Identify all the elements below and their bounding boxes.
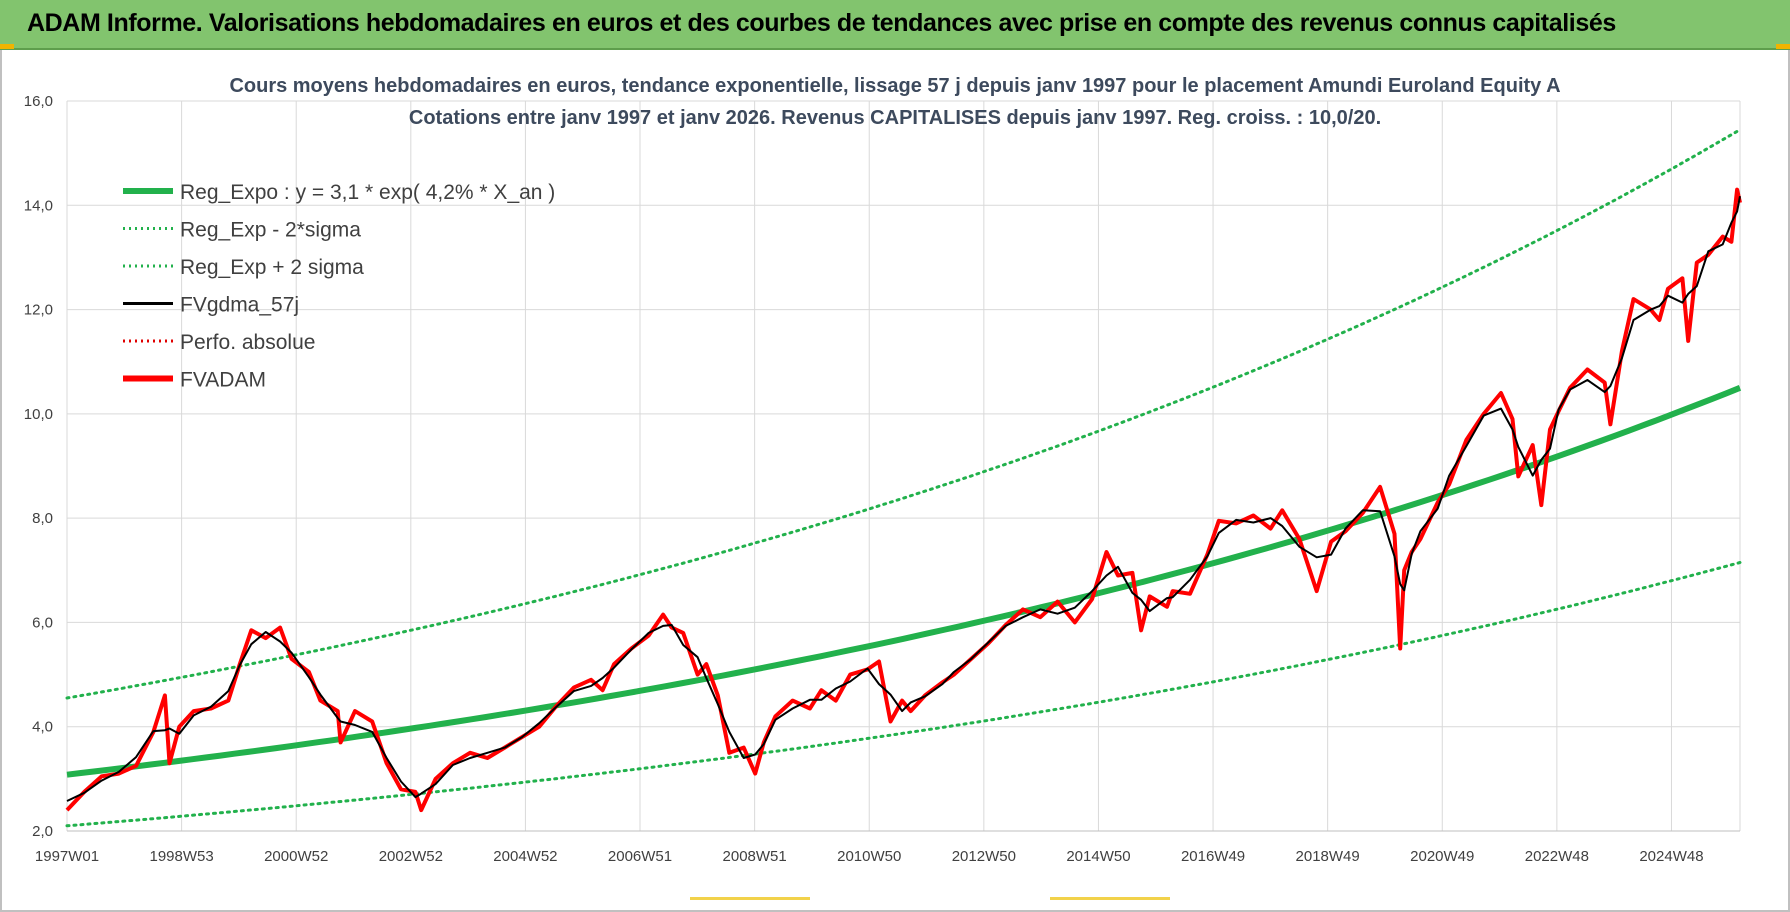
- y-tick-label: 4,0: [32, 719, 53, 736]
- series-layer: [65, 128, 1742, 828]
- y-tick-label: 16,0: [24, 93, 53, 110]
- x-tick-label: 1998W53: [149, 848, 213, 865]
- x-tick-label: 2000W52: [264, 848, 328, 865]
- x-tick-label: 2018W49: [1296, 848, 1360, 865]
- y-tick-label: 8,0: [32, 510, 53, 527]
- legend-label: Reg_Exp - 2*sigma: [180, 219, 361, 242]
- x-tick-label: 2012W50: [952, 848, 1016, 865]
- chart-subtitle: Cotations entre janv 1997 et janv 2026. …: [409, 107, 1381, 129]
- legend-label: Perfo. absolue: [180, 331, 315, 354]
- series-fvgdma-57j: [66, 196, 1741, 802]
- y-tick-label: 14,0: [24, 197, 53, 214]
- x-tick-label: 2010W50: [837, 848, 901, 865]
- series-fvadam: [65, 187, 1742, 813]
- x-tick-label: 2006W51: [608, 848, 672, 865]
- x-tick-label: 2014W50: [1066, 848, 1130, 865]
- corner-mark-left: [0, 44, 14, 49]
- legend-label: FVgdma_57j: [180, 294, 299, 317]
- y-tick-label: 2,0: [32, 823, 53, 840]
- chart-frame: [0, 50, 1790, 912]
- legend: Reg_Expo : y = 3,1 * exp( 4,2% * X_an ) R…: [123, 181, 555, 392]
- series-reg-exp-plus-2sigma: [65, 128, 1742, 700]
- y-axis: 2,0 4,0 6,0 8,0 10,0 12,0 14,0 16,0: [24, 93, 53, 840]
- x-tick-label: 1997W01: [35, 848, 99, 865]
- y-tick-label: 12,0: [24, 302, 53, 319]
- x-tick-label: 2020W49: [1410, 848, 1474, 865]
- corner-mark-right: [1776, 44, 1790, 49]
- bottom-mark-1: [690, 897, 810, 900]
- x-tick-label: 2024W48: [1639, 848, 1703, 865]
- chart-title: Cours moyens hebdomadaires en euros, ten…: [229, 75, 1560, 97]
- legend-label: FVADAM: [180, 369, 266, 392]
- x-axis: 1997W01 1998W53 2000W52 2002W52 2004W52 2006W…: [35, 830, 1740, 865]
- bottom-mark-2: [1050, 897, 1170, 900]
- y-tick-label: 10,0: [24, 406, 53, 423]
- x-tick-label: 2016W49: [1181, 848, 1245, 865]
- legend-label: Reg_Exp + 2 sigma: [180, 256, 364, 279]
- x-tick-label: 2002W52: [379, 848, 443, 865]
- grid-lines: [66, 100, 1741, 832]
- x-tick-label: 2022W48: [1525, 848, 1589, 865]
- x-tick-label: 2004W52: [493, 848, 557, 865]
- x-tick-label: 2008W51: [723, 848, 787, 865]
- legend-label: Reg_Expo : y = 3,1 * exp( 4,2% * X_an ): [180, 181, 555, 204]
- series-reg-exp-minus-2sigma: [65, 561, 1742, 828]
- report-banner: ADAM Informe. Valorisations hebdomadaire…: [0, 0, 1790, 50]
- report-title: ADAM Informe. Valorisations hebdomadaire…: [27, 9, 1616, 37]
- series-reg-expo: [66, 385, 1742, 778]
- y-tick-label: 6,0: [32, 614, 53, 631]
